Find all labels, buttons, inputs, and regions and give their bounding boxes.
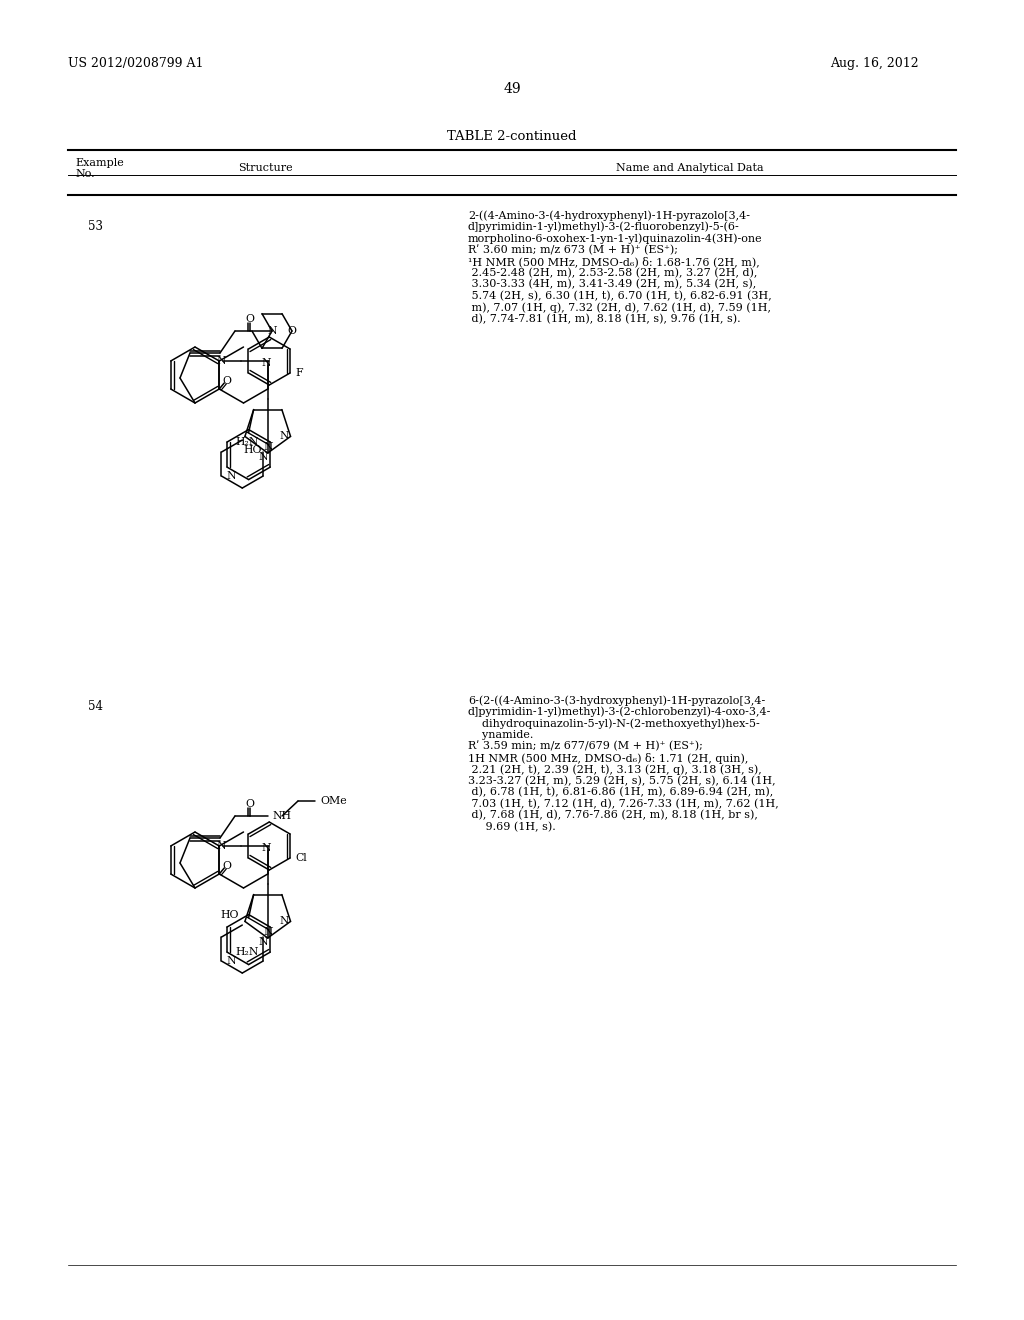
Text: dihydroquinazolin-5-yl)-N-(2-methoxyethyl)hex-5-: dihydroquinazolin-5-yl)-N-(2-methoxyethy…	[468, 718, 760, 729]
Text: 3.30-3.33 (4H, m), 3.41-3.49 (2H, m), 5.34 (2H, s),: 3.30-3.33 (4H, m), 3.41-3.49 (2H, m), 5.…	[468, 279, 757, 289]
Text: N: N	[226, 471, 236, 480]
Text: O: O	[223, 861, 231, 871]
Text: d), 7.68 (1H, d), 7.76-7.86 (2H, m), 8.18 (1H, br s),: d), 7.68 (1H, d), 7.76-7.86 (2H, m), 8.1…	[468, 810, 758, 820]
Text: N: N	[216, 841, 226, 851]
Text: m), 7.07 (1H, q), 7.32 (2H, d), 7.62 (1H, d), 7.59 (1H,: m), 7.07 (1H, q), 7.32 (2H, d), 7.62 (1H…	[468, 302, 771, 313]
Text: O: O	[246, 799, 255, 809]
Text: US 2012/0208799 A1: US 2012/0208799 A1	[68, 57, 204, 70]
Text: N: N	[263, 927, 272, 937]
Text: 49: 49	[503, 82, 521, 96]
Text: Aug. 16, 2012: Aug. 16, 2012	[830, 57, 919, 70]
Text: 6-(2-((4-Amino-3-(3-hydroxyphenyl)-1H-pyrazolo[3,4-: 6-(2-((4-Amino-3-(3-hydroxyphenyl)-1H-py…	[468, 696, 765, 706]
Text: N: N	[261, 358, 270, 368]
Text: NH: NH	[272, 810, 291, 821]
Text: ynamide.: ynamide.	[468, 730, 534, 739]
Text: 54: 54	[88, 700, 103, 713]
Text: d]pyrimidin-1-yl)methyl)-3-(2-chlorobenzyl)-4-oxo-3,4-: d]pyrimidin-1-yl)methyl)-3-(2-chlorobenz…	[468, 706, 771, 717]
Text: 9.69 (1H, s).: 9.69 (1H, s).	[468, 821, 556, 832]
Text: H₂N: H₂N	[234, 946, 258, 957]
Text: Example: Example	[75, 158, 124, 168]
Text: N: N	[258, 937, 268, 946]
Text: TABLE 2-continued: TABLE 2-continued	[447, 129, 577, 143]
Text: Name and Analytical Data: Name and Analytical Data	[616, 162, 764, 173]
Text: O: O	[223, 376, 231, 385]
Text: 5.74 (2H, s), 6.30 (1H, t), 6.70 (1H, t), 6.82-6.91 (3H,: 5.74 (2H, s), 6.30 (1H, t), 6.70 (1H, t)…	[468, 290, 772, 301]
Text: 1H NMR (500 MHz, DMSO-d₆) δ: 1.71 (2H, quin),: 1H NMR (500 MHz, DMSO-d₆) δ: 1.71 (2H, q…	[468, 752, 749, 763]
Text: N: N	[216, 356, 226, 366]
Text: N: N	[261, 843, 270, 853]
Text: Rʹ 3.60 min; m/z 673 (M + H)⁺ (ES⁺);: Rʹ 3.60 min; m/z 673 (M + H)⁺ (ES⁺);	[468, 244, 678, 255]
Text: N: N	[280, 916, 290, 927]
Text: 2.45-2.48 (2H, m), 2.53-2.58 (2H, m), 3.27 (2H, d),: 2.45-2.48 (2H, m), 2.53-2.58 (2H, m), 3.…	[468, 268, 758, 277]
Text: F: F	[295, 368, 303, 378]
Text: Cl: Cl	[295, 853, 307, 863]
Text: d), 6.78 (1H, t), 6.81-6.86 (1H, m), 6.89-6.94 (2H, m),: d), 6.78 (1H, t), 6.81-6.86 (1H, m), 6.8…	[468, 787, 773, 797]
Text: d]pyrimidin-1-yl)methyl)-3-(2-fluorobenzyl)-5-(6-: d]pyrimidin-1-yl)methyl)-3-(2-fluorobenz…	[468, 222, 739, 232]
Text: OMe: OMe	[319, 796, 347, 807]
Text: H₂N: H₂N	[234, 437, 258, 447]
Text: 2.21 (2H, t), 2.39 (2H, t), 3.13 (2H, q), 3.18 (3H, s),: 2.21 (2H, t), 2.39 (2H, t), 3.13 (2H, q)…	[468, 764, 762, 775]
Text: N: N	[258, 451, 268, 462]
Text: N: N	[263, 442, 272, 451]
Text: 53: 53	[88, 220, 103, 234]
Text: morpholino-6-oxohex-1-yn-1-yl)quinazolin-4(3H)-one: morpholino-6-oxohex-1-yn-1-yl)quinazolin…	[468, 234, 763, 244]
Text: N: N	[226, 956, 236, 966]
Text: No.: No.	[75, 169, 94, 180]
Text: ¹H NMR (500 MHz, DMSO-d₆) δ: 1.68-1.76 (2H, m),: ¹H NMR (500 MHz, DMSO-d₆) δ: 1.68-1.76 (…	[468, 256, 760, 267]
Text: HO: HO	[220, 909, 239, 920]
Text: d), 7.74-7.81 (1H, m), 8.18 (1H, s), 9.76 (1H, s).: d), 7.74-7.81 (1H, m), 8.18 (1H, s), 9.7…	[468, 314, 740, 323]
Text: 2-((4-Amino-3-(4-hydroxyphenyl)-1H-pyrazolo[3,4-: 2-((4-Amino-3-(4-hydroxyphenyl)-1H-pyraz…	[468, 210, 750, 220]
Text: O: O	[246, 314, 255, 323]
Text: O: O	[288, 326, 297, 337]
Text: HO: HO	[244, 445, 262, 455]
Text: 7.03 (1H, t), 7.12 (1H, d), 7.26-7.33 (1H, m), 7.62 (1H,: 7.03 (1H, t), 7.12 (1H, d), 7.26-7.33 (1…	[468, 799, 778, 809]
Text: Structure: Structure	[238, 162, 292, 173]
Text: N: N	[280, 432, 290, 441]
Text: Rʹ 3.59 min; m/z 677/679 (M + H)⁺ (ES⁺);: Rʹ 3.59 min; m/z 677/679 (M + H)⁺ (ES⁺);	[468, 741, 702, 751]
Text: 3.23-3.27 (2H, m), 5.29 (2H, s), 5.75 (2H, s), 6.14 (1H,: 3.23-3.27 (2H, m), 5.29 (2H, s), 5.75 (2…	[468, 776, 775, 785]
Text: N: N	[267, 326, 276, 337]
